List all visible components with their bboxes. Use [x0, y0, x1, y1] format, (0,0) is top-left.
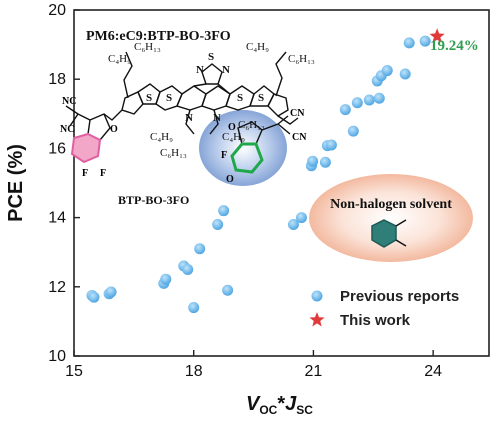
- previous-report-point: [351, 97, 363, 109]
- x-tick-label: 15: [65, 363, 83, 380]
- solvent-inset: Non-halogen solvent: [309, 174, 473, 262]
- left-end-group: NC NC O F F BTP-BO-3FO: [60, 96, 189, 207]
- toluene-icon: [371, 219, 407, 248]
- value-label: 19.24%: [430, 38, 479, 54]
- previous-report-point: [381, 65, 393, 77]
- y-tick-label: 16: [48, 140, 66, 157]
- previous-report-point: [419, 35, 431, 47]
- solvent-bubble: [309, 174, 473, 262]
- atom-n-top1: N: [196, 64, 204, 76]
- previous-report-point: [325, 139, 337, 151]
- pink-benzene: [70, 132, 102, 164]
- this-work-point: [429, 28, 445, 43]
- previous-report-point: [363, 94, 375, 106]
- right-o-methoxy: O: [226, 174, 234, 185]
- label-c4h9-right: C₄H₉: [246, 41, 269, 53]
- y-tick-label: 20: [48, 2, 66, 19]
- atom-s-4: S: [258, 92, 264, 104]
- atom-n-top2: N: [222, 64, 230, 76]
- previous-report-point: [373, 92, 385, 104]
- previous-report-point: [319, 156, 331, 168]
- label-c6h13-left: C₆H₁₃: [134, 41, 161, 53]
- x-tick-label: 21: [305, 363, 323, 380]
- previous-report-point: [218, 205, 230, 217]
- legend-label-this-work: This work: [340, 312, 411, 329]
- previous-report-point: [347, 125, 359, 137]
- molecule-backbone: [103, 51, 299, 135]
- atom-s-1: S: [146, 92, 152, 104]
- molecule-name: BTP-BO-3FO: [118, 193, 189, 207]
- atom-s-2: S: [166, 92, 172, 104]
- previous-report-point: [160, 273, 172, 285]
- atom-n-2: N: [213, 112, 221, 124]
- left-o: O: [110, 124, 118, 135]
- label-c4h9-mid1: C₄H₉: [150, 131, 173, 143]
- y-tick-label: 18: [48, 71, 66, 88]
- label-c6h13-mid1: C₆H₁₃: [160, 147, 187, 159]
- label-c4h9-left: C₄H₉: [108, 53, 131, 65]
- left-nc: NC: [60, 124, 74, 135]
- right-cn2: CN: [292, 132, 307, 143]
- right-o: O: [228, 122, 236, 133]
- x-tick-label: 24: [424, 363, 442, 380]
- previous-report-point: [88, 291, 100, 303]
- y-tick-label: 10: [48, 348, 66, 365]
- previous-report-point: [212, 219, 224, 231]
- left-cn: NC: [62, 96, 76, 107]
- previous-report-point: [194, 243, 206, 255]
- y-tick-label: 12: [48, 279, 66, 296]
- legend-marker-this-work: [309, 312, 325, 327]
- y-tick-label: 14: [48, 210, 66, 227]
- x-tick-label: 18: [185, 363, 203, 380]
- x-axis-title: VOC*JSC: [246, 393, 313, 417]
- plot-frame: [73, 9, 490, 357]
- right-cn1: CN: [290, 108, 305, 119]
- previous-report-point: [105, 286, 117, 298]
- label-c6h13-mid2: C₆H₁₃: [238, 119, 265, 131]
- alkyl-labels: C₄H₉ C₆H₁₃ C₄H₉ C₆H₁₃ C₄H₉ C₆H₁₃ C₄H₉ C₆…: [108, 41, 315, 159]
- previous-report-point: [188, 302, 200, 314]
- previous-report-point: [295, 212, 307, 224]
- previous-report-point: [339, 104, 351, 116]
- legend-label-previous: Previous reports: [340, 288, 459, 305]
- axis-ticks: 15 18 21 24 10 12 14 16 18 20: [48, 2, 442, 380]
- y-axis-title: PCE (%): [5, 144, 27, 222]
- backbone-atoms: S S S S S N N N N: [146, 51, 264, 124]
- previous-report-point: [182, 264, 194, 275]
- atom-s-3: S: [237, 92, 243, 104]
- label-c6h13-right: C₆H₁₃: [288, 53, 315, 65]
- previous-report-point: [222, 284, 234, 296]
- molecule-inset: PM6:eC9:BTP-BO-3FO: [60, 29, 315, 207]
- data-points: [86, 28, 445, 314]
- inset-title: PM6:eC9:BTP-BO-3FO: [86, 29, 231, 44]
- left-f2: F: [100, 168, 106, 179]
- left-f1: F: [82, 168, 88, 179]
- previous-report-point: [307, 155, 319, 167]
- legend: Previous reports This work: [309, 288, 459, 329]
- legend-marker-previous: [311, 290, 323, 302]
- right-f: F: [221, 150, 227, 161]
- solvent-title: Non-halogen solvent: [330, 197, 452, 212]
- previous-report-point: [287, 219, 299, 231]
- atom-s-top: S: [208, 51, 214, 63]
- legend-star: [309, 312, 325, 327]
- right-end-group: CN CN O F O: [221, 108, 307, 185]
- green-benzene: [230, 142, 264, 174]
- previous-report-point: [399, 68, 411, 80]
- previous-report-point: [403, 37, 415, 49]
- atom-n-1: N: [185, 112, 193, 124]
